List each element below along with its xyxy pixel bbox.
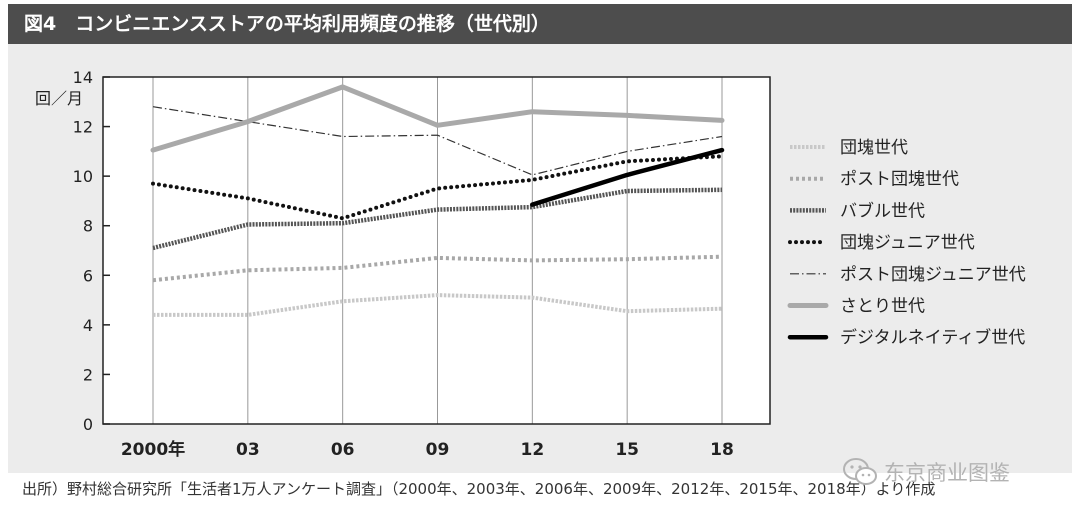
legend-label: バブル世代 <box>840 200 925 221</box>
series-line-6 <box>150 84 725 153</box>
y-tick-label: 4 <box>83 316 93 335</box>
legend-label: 団塊ジュニア世代 <box>840 233 975 253</box>
x-tick-label: 03 <box>236 440 260 460</box>
figure-title: 図4 コンビニエンスストアの平均利用頻度の推移（世代別） <box>24 13 550 35</box>
plot-area <box>103 77 770 424</box>
legend-label: 団塊世代 <box>840 138 908 158</box>
y-tick-label: 6 <box>83 266 93 285</box>
legend-label: デジタルネイティブ世代 <box>840 327 1025 348</box>
series-line-1 <box>153 293 723 317</box>
watermark-label: 东京商业图鉴 <box>884 461 1010 485</box>
y-tick-label: 12 <box>73 118 93 137</box>
series-line-7 <box>530 147 725 207</box>
watermark: 东京商业图鉴 <box>842 455 1010 489</box>
x-tick-label: 18 <box>710 440 734 460</box>
y-tick-label: 10 <box>73 167 93 186</box>
wechat-icon <box>843 458 877 485</box>
y-tick-label: 0 <box>83 415 93 434</box>
figure-title-bar: 図4 コンビニエンスストアの平均利用頻度の推移（世代別） <box>8 4 1072 44</box>
series-line-4 <box>151 154 724 221</box>
y-tick-label: 2 <box>83 365 93 384</box>
source-note: 出所）野村総合研究所「生活者1万人アンケート調査」（2000年、2003年、20… <box>22 480 936 498</box>
legend-label: さとり世代 <box>840 297 925 317</box>
x-tick-label: 2000年 <box>121 439 185 460</box>
x-tick-label: 15 <box>615 440 639 460</box>
legend-label: ポスト団塊ジュニア世代 <box>840 265 1026 285</box>
y-tick-label: 8 <box>83 217 93 236</box>
x-tick-label: 06 <box>331 440 355 460</box>
y-axis-label: 回／月 <box>35 89 83 108</box>
x-tick-label: 12 <box>520 440 544 460</box>
y-tick-label: 14 <box>73 68 93 87</box>
series-line-2 <box>152 254 723 283</box>
x-tick-label: 09 <box>426 440 450 460</box>
plot-frame <box>102 76 771 425</box>
series-line-3 <box>152 187 723 251</box>
legend-label: ポスト団塊世代 <box>840 170 959 190</box>
